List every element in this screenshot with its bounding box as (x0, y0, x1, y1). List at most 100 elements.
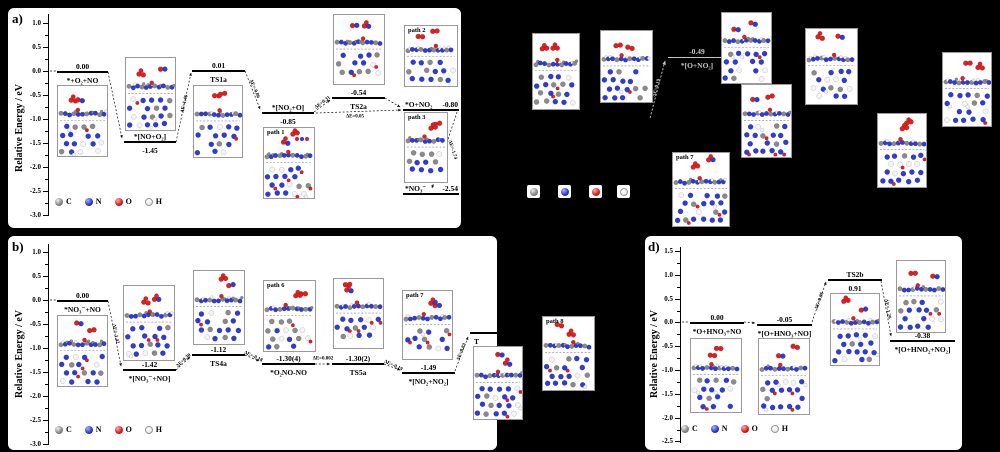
molecule-structure-image (125, 57, 176, 131)
path-label: path 3 (408, 114, 426, 121)
oxygen-atom-icon (114, 197, 123, 206)
delta-e-label: ΔE=0.19 (651, 78, 663, 98)
y-tick-label: -2.0 (661, 413, 673, 422)
level-value: -0.38 (914, 331, 931, 340)
y-tick-label: -1.5 (29, 367, 41, 376)
level-value: -0.54 (350, 88, 367, 97)
legend-label: C (692, 424, 698, 433)
energy-level-b-o2no-no: -1.30(4) *O₂NO-NO (262, 355, 315, 376)
level-name: *O+HNO₃+NO (692, 327, 742, 336)
energy-level-a-ts1a: 0.01 TS1a (192, 62, 245, 83)
level-name: TS2a (350, 102, 367, 111)
level-value: -2.54 (442, 184, 458, 193)
level-name: *[O+NO₂] (680, 61, 714, 70)
level-name: TS1a (210, 75, 227, 84)
energy-level-b-reactants: 0.00 *NO₃⁻+NO (57, 292, 108, 313)
level-value: -1.30(2) (345, 354, 371, 363)
y-tick-label: -3.0 (29, 210, 41, 219)
legend-label: N (721, 424, 728, 433)
path-label: path 7 (406, 292, 424, 299)
molecule-structure-image-path7: path 7 (402, 290, 453, 360)
hydrogen-atom-icon (619, 187, 628, 196)
y-tick-label: 1.0 (32, 18, 41, 27)
level-name: T (474, 337, 480, 346)
level-value: -1.12 (210, 345, 227, 354)
molecule-structure-image (473, 346, 523, 420)
level-value: -1.30(4) (276, 354, 301, 363)
energy-level-a-ts2a: -0.54 TS2a (332, 89, 385, 110)
y-tick-label: -0.5 (29, 90, 41, 99)
molecule-structure-image (123, 285, 175, 361)
molecule-structure-image (805, 28, 858, 105)
carbon-atom-icon (529, 187, 538, 196)
level-value: -0.80 (442, 100, 458, 109)
molecule-structure-image (532, 33, 580, 110)
level-name: *[O+HNO₃+NO] (757, 329, 812, 338)
energy-level-b-adsorbed: -1.42 *[NO₃⁻+NO] (123, 361, 176, 382)
path-label: path 7 (676, 154, 694, 161)
path-label: path 2 (408, 27, 426, 34)
hydrogen-atom-icon (144, 197, 153, 206)
molecule-structure-image-path8: path 8 (542, 316, 595, 391)
molecule-structure-image-path7c: path 7 (672, 152, 730, 227)
energy-level-a-no2-o: *[NO₂+O] -0.85 (262, 104, 314, 125)
y-tick-label: 1.0 (664, 270, 673, 279)
energy-level-a-o-no2: *O+NO₂ -0.80 (403, 101, 459, 111)
level-name: *NO₃⁻+NO (64, 305, 101, 314)
panel-b-legend: C N O H (55, 425, 162, 434)
level-value: -0.05 (776, 315, 793, 324)
legend-label: H (155, 197, 163, 206)
level-value: -0.49 (689, 47, 705, 56)
carbon-atom-icon (681, 424, 689, 433)
delta-e-label: ΔE=0.002 (312, 356, 334, 362)
nitrogen-atom-icon (560, 187, 569, 196)
y-tick-label: -1.0 (29, 114, 41, 123)
panel-d-label: d) (648, 239, 660, 254)
energy-level-c-o-no2: -0.49 *[O+NO₂] (668, 48, 726, 69)
molecule-structure-image (741, 84, 792, 158)
legend-label: N (95, 425, 102, 434)
molecule-structure-image (877, 113, 927, 188)
y-tick-label: 0.0 (32, 66, 41, 75)
carbon-atom-icon (55, 425, 63, 434)
level-name: *[NO₂+NO₂] (408, 377, 449, 386)
y-tick-label: -1.0 (661, 365, 673, 374)
y-tick-label: -1.5 (661, 389, 673, 398)
level-name: *[NO₂+O] (271, 103, 305, 112)
level-name: *[O+HNO₂+NO₂] (894, 345, 951, 354)
carbon-legend-swatch (527, 185, 540, 198)
hydrogen-legend-swatch (617, 185, 630, 198)
y-tick-label: -1.5 (29, 138, 41, 147)
oxygen-atom-icon (114, 425, 123, 434)
energy-level-b-ts5a: -1.30(2) TS5a (332, 355, 384, 376)
molecule-structure-image (193, 85, 243, 158)
level-name: *O₂NO-NO (270, 368, 307, 377)
oxygen-atom-icon (591, 187, 600, 196)
level-name: TS4a (210, 359, 227, 368)
energy-level-b-no2-no2: -1.49 *[NO₂+NO₂] (402, 364, 455, 385)
oxygen-atom-icon (740, 424, 749, 433)
level-value: -1.42 (141, 360, 158, 369)
molecule-structure-image (57, 85, 108, 157)
path-label: path 6 (267, 282, 285, 289)
level-value: 0.01 (211, 61, 226, 70)
y-tick-label: 1.5 (664, 246, 673, 255)
nitrogen-atom-icon (84, 425, 93, 434)
energy-level-a-reactants: 0.00 *+O₂+NO (57, 63, 108, 84)
energy-level-a-no3: *NO₃⁻ -2.54 (403, 185, 459, 195)
level-name: TS5a (349, 368, 367, 377)
level-value: -1.45 (142, 146, 158, 155)
energy-level-a-adsorbed: *[NO+O₂] -1.45 (124, 133, 176, 154)
legend-label: N (95, 197, 102, 206)
molecule-structure-image (600, 30, 653, 103)
level-value: -0.85 (280, 117, 296, 126)
legend-label: H (155, 425, 163, 434)
path-label: path 8 (546, 318, 564, 325)
legend-label: H (781, 424, 789, 433)
level-value: 0.00 (75, 291, 90, 300)
energy-level-d-reactants: 0.00 *O+HNO₃+NO (690, 314, 744, 335)
molecule-structure-image (830, 293, 880, 366)
oxygen-legend-swatch (589, 185, 602, 198)
molecule-structure-image (57, 315, 108, 387)
